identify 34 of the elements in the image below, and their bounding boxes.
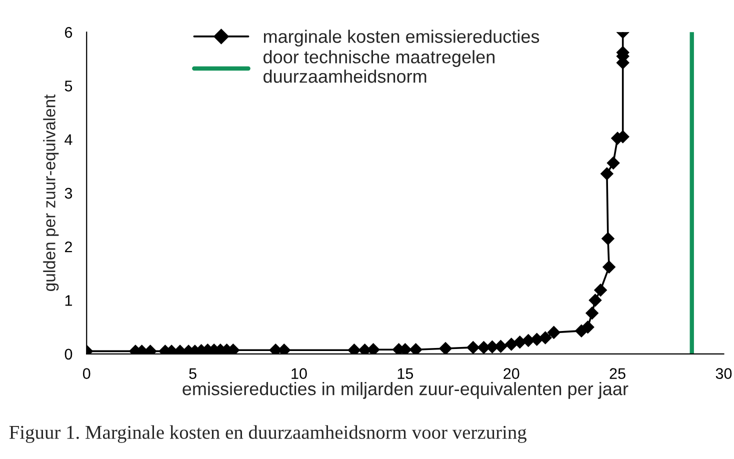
y-tick-label: 1 xyxy=(65,295,72,306)
x-tick-label: 30 xyxy=(716,368,732,379)
point xyxy=(602,232,614,246)
x-tick-label: 15 xyxy=(398,368,414,379)
x-tick-label: 25 xyxy=(610,368,626,379)
point xyxy=(409,343,422,354)
legend-label: marginale kosten emissiereducties xyxy=(264,30,540,47)
point xyxy=(494,340,508,353)
point xyxy=(594,284,607,296)
x-tick-label: 20 xyxy=(504,368,520,379)
point xyxy=(466,341,480,354)
x-tick-label: 0 xyxy=(82,368,90,379)
y-tick-label: 3 xyxy=(64,188,72,199)
point xyxy=(602,260,616,274)
point xyxy=(439,342,452,354)
y-tick-label: 2 xyxy=(64,242,72,252)
point xyxy=(581,320,594,334)
legend-label: door technische maatregelen duurzaamheidsnorm xyxy=(264,50,494,83)
point xyxy=(606,156,620,170)
x-tick-label: 5 xyxy=(189,368,196,379)
y-tick-label: 5 xyxy=(64,80,72,92)
y-tick-label: 4 xyxy=(64,134,72,145)
point xyxy=(366,343,380,354)
x-axis-title: emissiereducties in miljarden zuur-equivalenten per jaar xyxy=(182,382,628,399)
y-axis-title: gulden per zuur-equivalent xyxy=(43,94,59,291)
point xyxy=(547,326,560,339)
point xyxy=(538,331,552,344)
point xyxy=(586,306,598,320)
x-tick-label: 10 xyxy=(292,368,307,379)
point xyxy=(600,167,614,180)
text: Figuur 1. Marginale kosten en duurzaamheidsnorm voor verzuring xyxy=(9,425,526,443)
y-tick-label: 0 xyxy=(64,348,72,360)
point xyxy=(588,294,602,307)
y-tick-label: 6 xyxy=(65,27,72,38)
